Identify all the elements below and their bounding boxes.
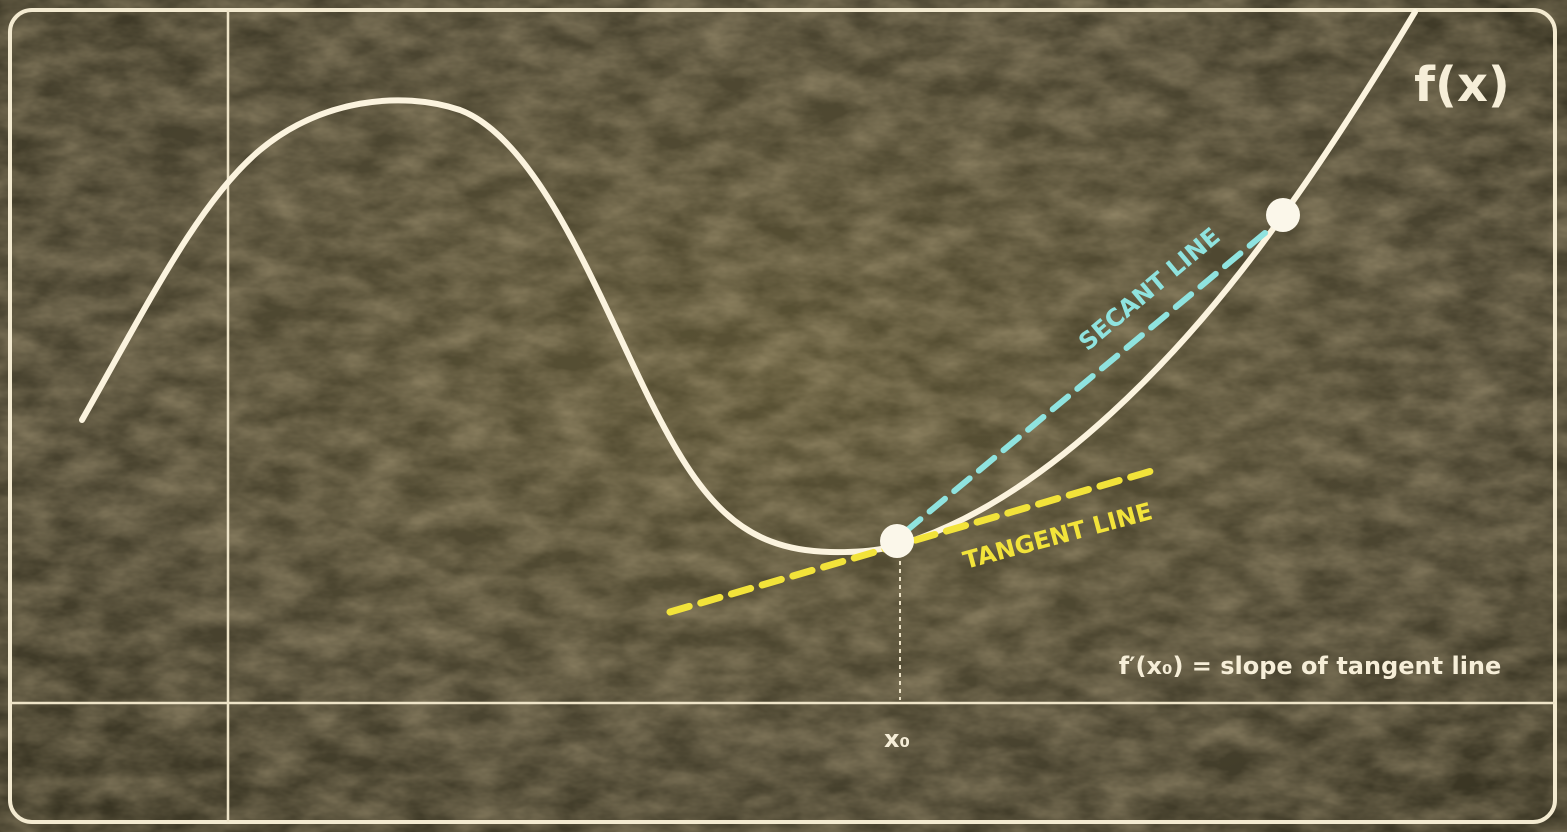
function-curve xyxy=(79,9,1418,556)
secant-line xyxy=(902,215,1286,535)
frame xyxy=(8,8,1557,824)
derivative-note: f′(x₀) = slope of tangent line xyxy=(1119,652,1502,680)
x0-label: x₀ xyxy=(884,725,910,753)
tangent-point xyxy=(880,524,914,558)
function-label: f(x) xyxy=(1414,57,1510,113)
secant-point xyxy=(1266,198,1300,232)
